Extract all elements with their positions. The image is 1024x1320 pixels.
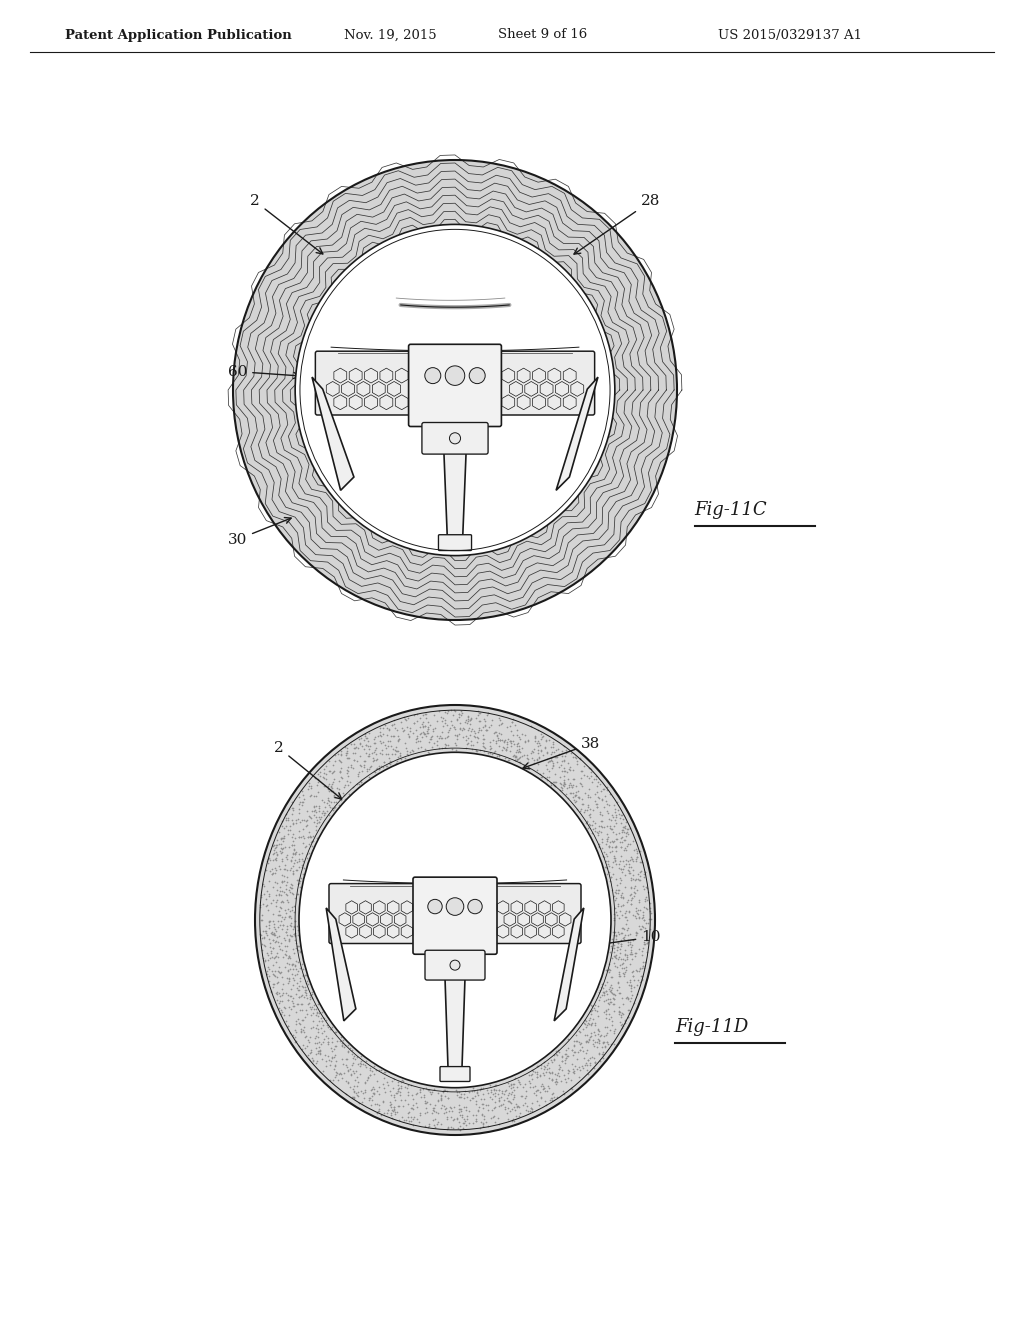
Ellipse shape — [295, 224, 614, 556]
Text: 38: 38 — [524, 302, 575, 359]
Text: Fig-11D: Fig-11D — [675, 1019, 749, 1036]
Ellipse shape — [370, 810, 540, 900]
Text: Nov. 19, 2015: Nov. 19, 2015 — [344, 29, 436, 41]
Text: 30: 30 — [227, 517, 291, 546]
Circle shape — [446, 898, 464, 915]
Polygon shape — [327, 908, 355, 1020]
Circle shape — [450, 960, 460, 970]
Circle shape — [445, 366, 465, 385]
Text: 28: 28 — [574, 194, 660, 255]
Polygon shape — [556, 378, 598, 490]
FancyBboxPatch shape — [425, 950, 485, 979]
Text: 10: 10 — [563, 931, 660, 952]
Ellipse shape — [233, 160, 677, 620]
Polygon shape — [445, 978, 465, 1068]
Polygon shape — [554, 908, 584, 1020]
Ellipse shape — [299, 752, 611, 1088]
FancyBboxPatch shape — [440, 1067, 470, 1081]
Text: 60: 60 — [227, 364, 300, 379]
FancyBboxPatch shape — [438, 535, 471, 550]
FancyBboxPatch shape — [329, 883, 581, 944]
Text: Sheet 9 of 16: Sheet 9 of 16 — [499, 29, 588, 41]
FancyBboxPatch shape — [413, 878, 497, 954]
FancyBboxPatch shape — [422, 422, 488, 454]
Text: 38: 38 — [523, 737, 601, 768]
Circle shape — [469, 368, 485, 384]
Text: 2: 2 — [250, 194, 323, 253]
Text: US 2015/0329137 A1: US 2015/0329137 A1 — [718, 29, 862, 41]
Polygon shape — [312, 378, 354, 490]
FancyBboxPatch shape — [409, 345, 502, 426]
Polygon shape — [443, 451, 466, 536]
Circle shape — [450, 433, 461, 444]
Ellipse shape — [360, 273, 549, 370]
Text: Fig-11C: Fig-11C — [694, 500, 767, 519]
FancyBboxPatch shape — [315, 351, 595, 414]
Text: 90: 90 — [379, 259, 434, 300]
Text: 2: 2 — [274, 741, 342, 799]
Ellipse shape — [255, 705, 655, 1135]
Text: 28: 28 — [389, 832, 442, 887]
Circle shape — [425, 368, 440, 384]
Circle shape — [468, 899, 482, 913]
Text: Patent Application Publication: Patent Application Publication — [65, 29, 292, 41]
Circle shape — [428, 899, 442, 913]
